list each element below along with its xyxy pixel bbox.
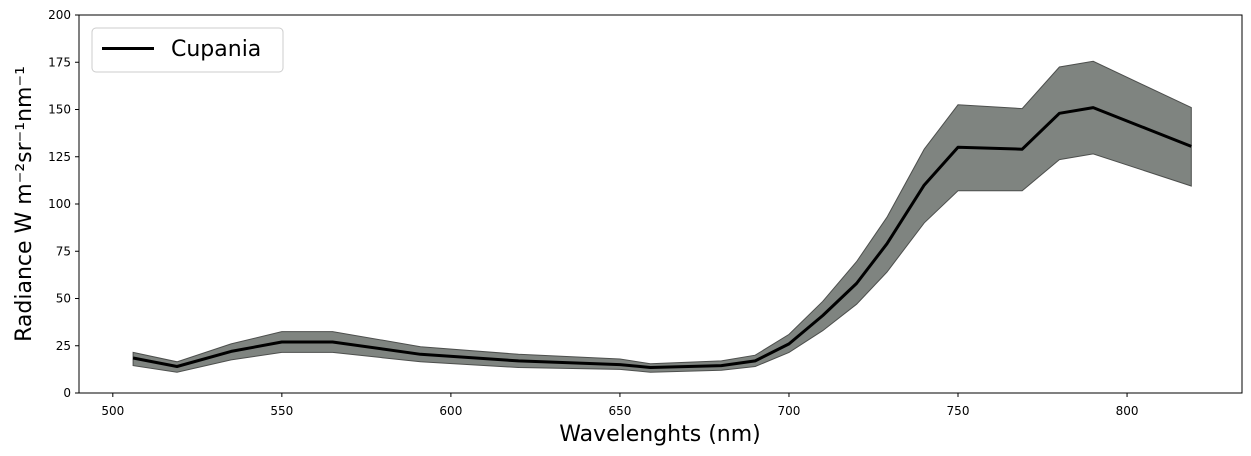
- x-tick-label: 650: [608, 404, 631, 418]
- y-tick-label: 25: [56, 339, 71, 353]
- y-tick-label: 100: [48, 197, 71, 211]
- legend-box: [91, 27, 284, 73]
- x-tick-label: 600: [439, 404, 462, 418]
- y-tick-label: 125: [48, 150, 71, 164]
- y-tick-label: 50: [56, 292, 71, 306]
- legend: Cupania: [91, 27, 284, 73]
- y-tick-label: 0: [63, 386, 71, 400]
- y-tick-label: 150: [48, 103, 71, 117]
- x-tick-label: 500: [101, 404, 124, 418]
- x-axis-title: Wavelenghts (nm): [559, 422, 761, 447]
- series-line-cupania: [132, 106, 1192, 369]
- confidence-band-cupania: [132, 60, 1192, 373]
- x-axis-ticks: 500 550 600 650 700 750 800: [101, 393, 1139, 418]
- y-tick-label: 200: [48, 8, 71, 22]
- y-axis-title: Radiance W m⁻²sr⁻¹nm⁻¹: [12, 66, 37, 342]
- x-tick-label: 800: [1116, 404, 1139, 418]
- series-line-layer: [132, 106, 1192, 369]
- legend-label-cupania: Cupania: [171, 37, 261, 62]
- y-tick-label: 75: [56, 244, 71, 258]
- y-tick-label: 175: [48, 55, 71, 69]
- x-tick-label: 550: [270, 404, 293, 418]
- x-tick-label: 700: [778, 404, 801, 418]
- confidence-band-layer: [132, 60, 1192, 373]
- y-axis-ticks: 0 25 50 75 100 125 150 175 200: [48, 8, 79, 400]
- x-tick-label: 750: [947, 404, 970, 418]
